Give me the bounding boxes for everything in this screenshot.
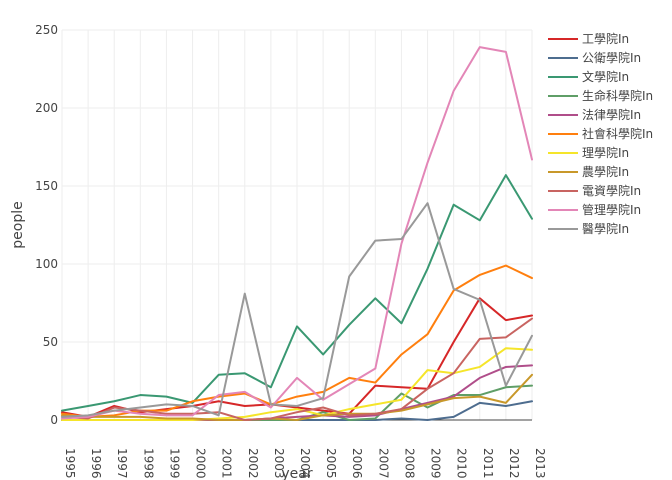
y-tick-label: 50	[43, 335, 58, 349]
legend-item[interactable]: 工學院In	[548, 32, 629, 46]
x-tick-label: 2011	[481, 448, 495, 479]
legend-label: 工學院In	[582, 32, 629, 46]
legend-label: 電資學院In	[582, 184, 641, 198]
x-axis-ticks: 1995 1996 1997 1998 1999 2000 2001 2002 2003 2004…	[63, 448, 547, 479]
legend-label: 生命科學院In	[582, 88, 653, 103]
x-tick-label: 1998	[141, 448, 155, 479]
x-tick-label: 2013	[533, 448, 547, 479]
legend-item[interactable]: 文學院In	[548, 69, 629, 84]
x-tick-label: 2006	[350, 448, 364, 479]
x-tick-label: 1999	[167, 448, 181, 479]
legend-label: 社會科學院In	[582, 126, 653, 141]
x-tick-label: 2001	[220, 448, 234, 479]
x-tick-label: 1997	[115, 448, 129, 479]
series-line[interactable]	[61, 46, 533, 420]
y-tick-label: 100	[35, 257, 58, 271]
y-tick-label: 150	[35, 179, 58, 193]
x-tick-label: 2000	[194, 448, 208, 479]
x-tick-label: 2009	[429, 448, 443, 479]
y-tick-label: 250	[35, 23, 58, 37]
legend[interactable]: 工學院In 公衛學院In 文學院In 生命科學院In 法律學院In 社會科學院In 理學院I…	[548, 32, 653, 236]
x-tick-label: 1996	[89, 448, 103, 479]
x-tick-label: 2008	[402, 448, 416, 479]
series-line[interactable]	[61, 297, 533, 418]
x-tick-label: 2004	[298, 448, 312, 479]
legend-item[interactable]: 醫學院In	[548, 222, 629, 236]
legend-label: 醫學院In	[582, 222, 629, 236]
series-line[interactable]	[61, 202, 533, 418]
legend-item[interactable]: 電資學院In	[548, 184, 641, 198]
legend-item[interactable]: 生命科學院In	[548, 88, 653, 103]
legend-label: 文學院In	[582, 69, 629, 84]
legend-label: 理學院In	[582, 146, 629, 160]
series-line[interactable]	[61, 317, 533, 421]
x-tick-label: 2012	[507, 448, 521, 479]
legend-item[interactable]: 農學院In	[548, 165, 629, 179]
y-axis-title: people	[10, 201, 26, 248]
x-tick-label: 1995	[63, 448, 77, 479]
legend-label: 管理學院In	[582, 202, 641, 217]
series-line[interactable]	[61, 373, 533, 421]
legend-label: 法律學院In	[582, 108, 641, 122]
legend-label: 農學院In	[582, 165, 629, 179]
legend-item[interactable]: 管理學院In	[548, 202, 641, 217]
legend-label: 公衛學院In	[582, 51, 641, 65]
legend-item[interactable]: 公衛學院In	[548, 51, 641, 65]
x-tick-label: 2007	[376, 448, 390, 479]
x-tick-label: 2010	[455, 448, 469, 479]
x-tick-label: 2005	[324, 448, 338, 479]
y-axis-ticks: 0 50 100 150 200 250	[35, 23, 58, 427]
series-lines	[61, 46, 533, 421]
x-axis-title: year	[281, 466, 312, 480]
legend-item[interactable]: 法律學院In	[548, 108, 641, 122]
legend-item[interactable]: 理學院In	[548, 146, 629, 160]
y-tick-label: 200	[35, 101, 58, 115]
x-tick-label: 2002	[246, 448, 260, 479]
x-tick-label: 2003	[272, 448, 286, 479]
legend-item[interactable]: 社會科學院In	[548, 126, 653, 141]
series-line[interactable]	[61, 174, 533, 412]
y-tick-label: 0	[50, 413, 58, 427]
